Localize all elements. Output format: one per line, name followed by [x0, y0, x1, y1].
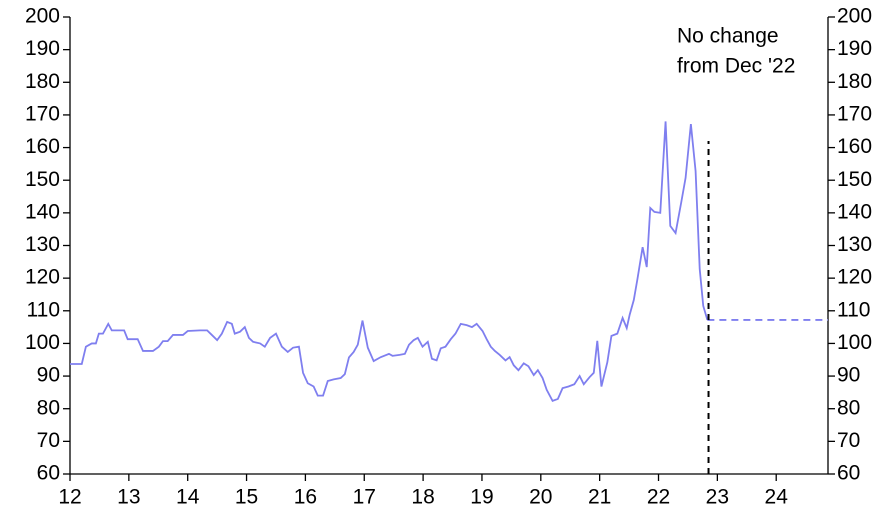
annotation: from Dec '22	[677, 55, 795, 78]
y2-tick-label: 180	[837, 70, 872, 93]
x-tick-label: 18	[411, 486, 434, 509]
y-tick-label: 60	[37, 462, 60, 485]
y2-tick-label: 190	[837, 37, 872, 60]
x-tick-label: 12	[58, 486, 81, 509]
y-tick-label: 190	[25, 37, 60, 60]
y-tick-label: 200	[25, 5, 60, 28]
x-tick-label: 22	[647, 486, 670, 509]
y2-tick-label: 140	[837, 200, 872, 223]
y2-tick-label: 90	[837, 364, 860, 387]
y-tick-label: 140	[25, 200, 60, 223]
y2-tick-label: 170	[837, 102, 872, 125]
y-tick-label: 150	[25, 168, 60, 191]
y2-tick-label: 120	[837, 266, 872, 289]
y2-tick-label: 80	[837, 396, 860, 419]
x-tick-label: 23	[706, 486, 729, 509]
annotation: No change	[677, 25, 779, 48]
y2-tick-label: 60	[837, 462, 860, 485]
x-tick-label: 20	[529, 486, 552, 509]
y2-tick-label: 200	[837, 5, 872, 28]
x-tick-label: 19	[470, 486, 493, 509]
x-tick-label: 21	[588, 486, 611, 509]
x-tick-label: 15	[235, 486, 258, 509]
y-tick-label: 160	[25, 135, 60, 158]
y-tick-label: 80	[37, 396, 60, 419]
x-tick-label: 16	[294, 486, 317, 509]
y2-tick-label: 110	[837, 298, 870, 321]
y-tick-label: 90	[37, 364, 60, 387]
y-tick-label: 130	[25, 233, 60, 256]
y-tick-label: 100	[25, 331, 60, 354]
y2-tick-label: 150	[837, 168, 872, 191]
y2-tick-label: 70	[837, 429, 860, 452]
x-tick-label: 13	[117, 486, 140, 509]
y-tick-label: 110	[27, 298, 60, 321]
x-tick-label: 24	[765, 486, 789, 509]
y-tick-label: 70	[37, 429, 60, 452]
x-tick-label: 17	[353, 486, 376, 509]
y-tick-label: 120	[25, 266, 60, 289]
y2-tick-label: 100	[837, 331, 872, 354]
y2-tick-label: 160	[837, 135, 872, 158]
y2-tick-label: 130	[837, 233, 872, 256]
y-tick-label: 180	[25, 70, 60, 93]
x-tick-label: 14	[176, 486, 200, 509]
line-series	[70, 121, 709, 402]
y-tick-label: 170	[25, 102, 60, 125]
